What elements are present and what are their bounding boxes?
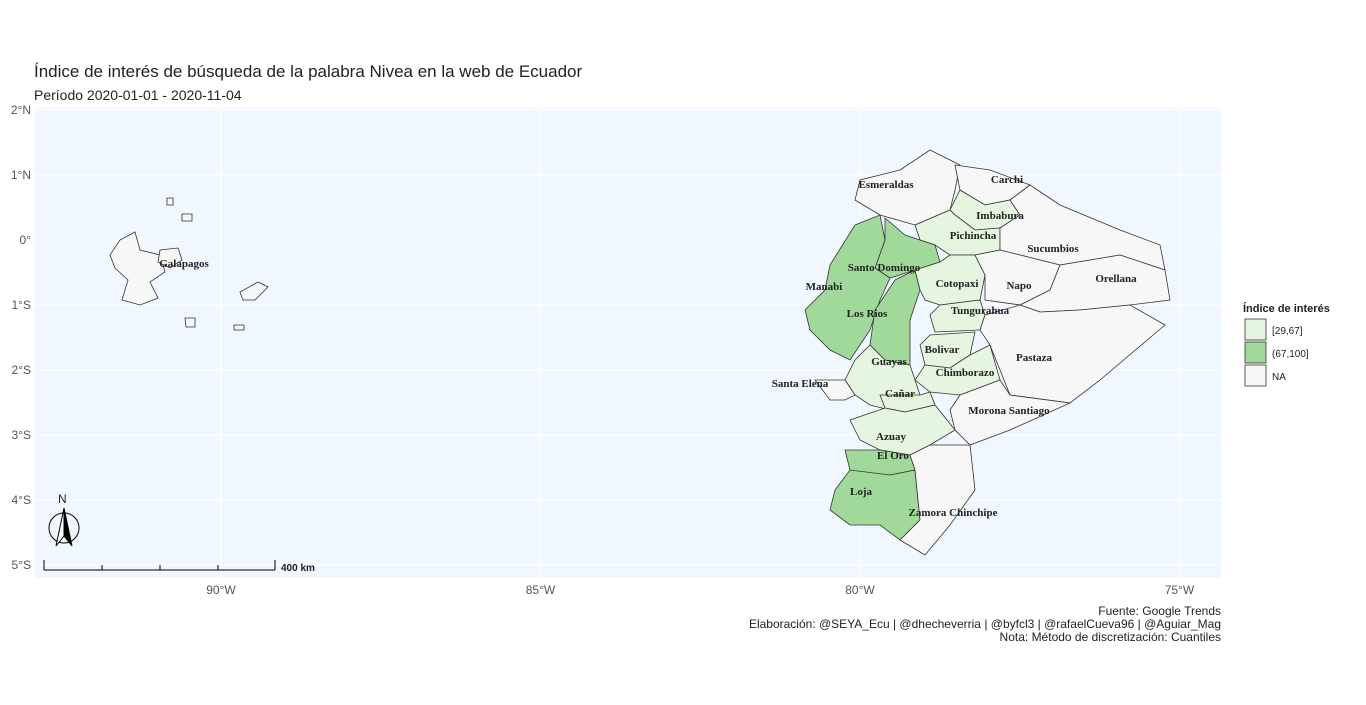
- province-label: Esmeraldas: [859, 179, 915, 191]
- province-label: Santa Elena: [772, 378, 829, 390]
- scale-bar: [43, 560, 276, 571]
- province-label: Guayas: [871, 356, 907, 368]
- legend-title: Índice de interés: [1243, 302, 1330, 315]
- province: [849, 404, 956, 456]
- province-label: Azuay: [876, 431, 906, 443]
- province: [814, 379, 856, 401]
- province-label: El Oro: [877, 450, 909, 462]
- y-tick-label: 3°S: [12, 428, 31, 442]
- y-tick-label: 1°N: [11, 168, 31, 182]
- province-label: Los Rios: [847, 308, 888, 320]
- y-tick-label: 1°S: [12, 298, 31, 312]
- province-label: Tungurahua: [951, 305, 1010, 317]
- y-tick-label: 2°N: [11, 103, 31, 117]
- province-label: Chimborazo: [936, 367, 995, 379]
- province-label: Bolivar: [925, 344, 960, 356]
- legend-swatch: [1244, 318, 1267, 341]
- province: [979, 304, 1166, 404]
- x-tick-label: 75°W: [1165, 583, 1195, 597]
- caption-line: Nota: Método de discretización: Cuantile…: [1000, 630, 1221, 644]
- province-label: Loja: [850, 486, 873, 498]
- province-label: Santo Domingo: [848, 262, 921, 274]
- province-label: Morona Santiago: [968, 405, 1050, 417]
- north-label: N: [58, 492, 67, 506]
- province-label: Napo: [1006, 280, 1032, 292]
- province-label: Carchi: [991, 174, 1023, 186]
- province: [157, 247, 183, 269]
- province-label: Zamora Chinchipe: [909, 507, 998, 519]
- legend-swatch: [1244, 341, 1267, 364]
- province-label: Imbabura: [976, 210, 1024, 222]
- x-tick-label: 90°W: [206, 583, 236, 597]
- caption-line: Elaboración: @SEYA_Ecu | @dhecheverria |…: [749, 617, 1221, 631]
- title: Índice de interés de búsqueda de la pala…: [34, 62, 582, 81]
- legend-label: [29,67]: [1272, 326, 1303, 337]
- province-label: Galapagos: [159, 258, 209, 270]
- province: [239, 281, 269, 301]
- province: [804, 214, 891, 361]
- province: [181, 213, 193, 222]
- province: [899, 444, 976, 556]
- caption-line: Fuente: Google Trends: [1098, 604, 1221, 618]
- scale-label: 400 km: [281, 563, 315, 574]
- x-tick-label: 85°W: [526, 583, 556, 597]
- province-label: Orellana: [1095, 273, 1137, 285]
- province-label: Cotopaxi: [936, 278, 979, 290]
- x-tick-label: 80°W: [845, 583, 875, 597]
- province-label: Cañar: [885, 388, 915, 400]
- province: [166, 197, 174, 206]
- y-tick-label: 5°S: [12, 558, 31, 572]
- y-tick-label: 4°S: [12, 493, 31, 507]
- province: [109, 231, 166, 306]
- north-arrow: [48, 507, 80, 547]
- province: [233, 324, 245, 331]
- province: [184, 317, 196, 328]
- province-label: Pichincha: [950, 230, 997, 242]
- province-label: Pastaza: [1016, 352, 1053, 364]
- subtitle: Período 2020-01-01 - 2020-11-04: [34, 87, 242, 103]
- y-tick-label: 2°S: [12, 363, 31, 377]
- province: [949, 379, 1072, 446]
- province-label: Sucumbios: [1027, 243, 1079, 255]
- legend-label: (67,100]: [1272, 349, 1309, 360]
- legend-swatch: [1244, 364, 1267, 387]
- y-tick-label: 0°: [20, 233, 32, 247]
- province-label: Manabi: [806, 281, 843, 293]
- legend-label: NA: [1272, 372, 1286, 383]
